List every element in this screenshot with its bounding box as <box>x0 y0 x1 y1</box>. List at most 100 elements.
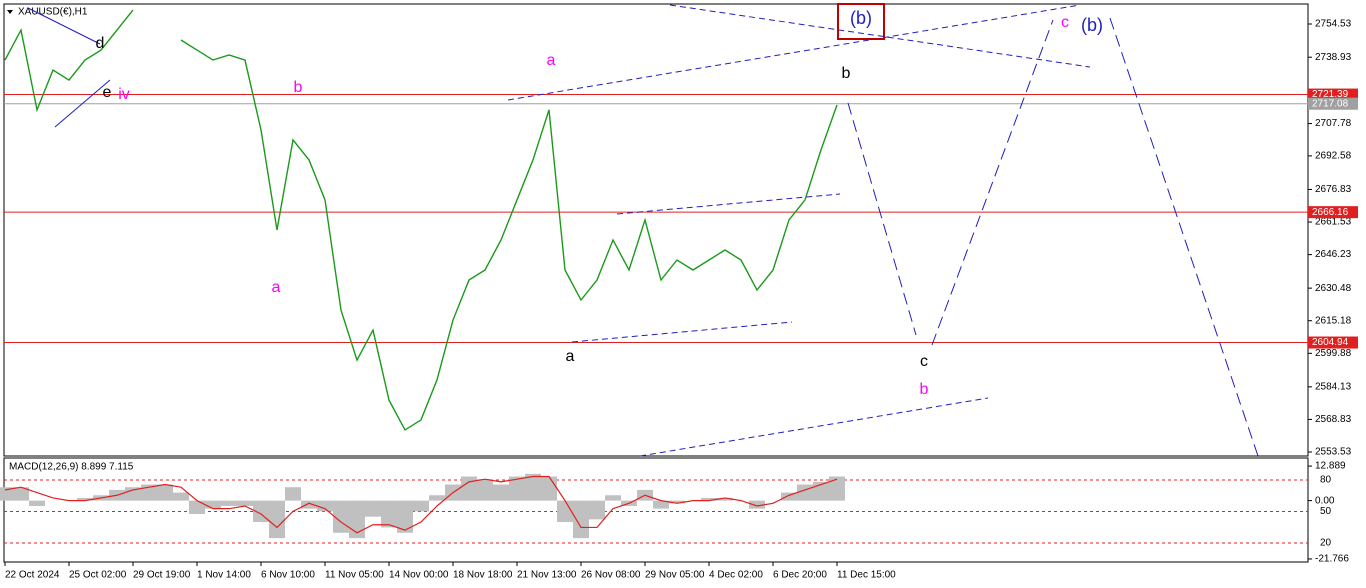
macd-bar <box>397 500 413 533</box>
y-tick-label: 2661.53 <box>1315 217 1352 228</box>
macd-bar <box>573 500 589 539</box>
x-tick-label: 29 Oct 19:00 <box>133 570 191 581</box>
macd-bar <box>813 481 829 501</box>
x-tick-label: 22 Oct 2024 <box>5 570 60 581</box>
y-tick-label: 2738.93 <box>1315 52 1352 63</box>
x-tick-label: 4 Dec 02:00 <box>709 570 763 581</box>
y2-tick-label: 20 <box>1320 538 1332 549</box>
chart-title: XAUUSD(€),H1 <box>18 7 88 18</box>
y2-tick-label: 80 <box>1320 475 1332 486</box>
y-tick-label: 0.00 <box>1315 495 1335 506</box>
wave-label: a <box>272 279 281 296</box>
macd-bar <box>317 500 333 512</box>
macd-bar <box>781 492 797 501</box>
trendlines <box>27 3 1259 457</box>
x-tick-label: 11 Nov 05:00 <box>325 570 384 581</box>
signal-line <box>4 475 838 534</box>
macd-bar <box>221 500 237 506</box>
macd-bar <box>77 497 93 501</box>
macd-bar <box>557 500 573 523</box>
macd-bar <box>13 487 29 501</box>
price-level-box <box>1308 336 1358 349</box>
indicator-title: MACD(12,26,9) 8.899 7.115 <box>9 462 134 473</box>
trendline <box>507 4 1081 101</box>
macd-bar <box>509 476 525 501</box>
macd-bar <box>29 500 45 506</box>
y-tick-label: 2584.13 <box>1315 381 1352 392</box>
macd-bar <box>285 487 301 501</box>
wave-label: c <box>1061 14 1069 31</box>
wave-label: b <box>294 79 303 96</box>
macd-bar <box>477 479 493 501</box>
macd-bar <box>461 476 477 501</box>
macd-bar <box>525 473 541 501</box>
wave-label: a <box>547 52 556 69</box>
wave-path <box>931 19 1054 346</box>
wave-label: c <box>920 353 928 370</box>
wave-label: b <box>920 381 929 398</box>
x-tick-label: 18 Nov 18:00 <box>453 570 513 581</box>
y-tick-label: 2568.83 <box>1315 414 1352 425</box>
macd-bar <box>349 500 365 539</box>
price-frame <box>3 3 1309 457</box>
macd-bar <box>413 500 429 512</box>
macd-bar <box>605 495 621 501</box>
macd-bar <box>237 500 253 506</box>
x-tick-label: 25 Oct 02:00 <box>69 570 127 581</box>
wave-label: d <box>96 35 105 52</box>
trendline <box>639 397 989 457</box>
macd-bar <box>541 476 557 501</box>
y-tick-label: 2553.53 <box>1315 447 1352 458</box>
macd-bar <box>301 500 317 509</box>
wave-path <box>1109 17 1259 457</box>
macd-bar <box>429 495 445 501</box>
y-tick-label: -21.766 <box>1315 554 1349 565</box>
macd-bar <box>173 492 189 501</box>
price-level-box <box>1308 88 1358 101</box>
macd-bar <box>717 497 733 501</box>
macd-bar <box>141 484 157 501</box>
wave-label: (b) <box>850 8 872 28</box>
price-level-label: 2721.39 <box>1312 89 1349 100</box>
price-level-box <box>1308 206 1358 219</box>
macd-bar <box>205 500 221 509</box>
y-tick-label: 2615.18 <box>1315 315 1352 326</box>
y-tick-label: 2599.88 <box>1315 348 1352 359</box>
trendline <box>27 7 101 45</box>
y-tick-label: 2754.53 <box>1315 19 1352 30</box>
macd-bar <box>189 500 205 515</box>
macd-bar <box>669 500 685 504</box>
x-tick-label: 1 Nov 14:00 <box>197 570 251 581</box>
wave-label: b <box>842 65 851 82</box>
trendline <box>54 79 111 128</box>
price-level-label: 2666.16 <box>1312 207 1349 218</box>
highlight-box <box>837 3 885 40</box>
macd-bar <box>0 487 13 501</box>
y-tick-label: 2630.48 <box>1315 283 1352 294</box>
y-tick-label: 2692.58 <box>1315 151 1352 162</box>
x-tick-label: 29 Nov 05:00 <box>645 570 705 581</box>
wave-label: a <box>566 348 575 365</box>
macd-bar <box>829 476 845 501</box>
trendline <box>669 4 1091 68</box>
wave-labels: d e iv b a a a b c b (b) c (b) <box>96 8 1103 398</box>
x-tick-label: 26 Nov 08:00 <box>581 570 641 581</box>
y-tick-label: 2676.83 <box>1315 184 1352 195</box>
x-tick-label: 6 Nov 10:00 <box>261 570 315 581</box>
y-tick-label: 2646.23 <box>1315 249 1352 260</box>
macd-bar <box>157 484 173 501</box>
price-level-label: 2717.08 <box>1312 98 1349 109</box>
wave-label: e <box>103 84 112 101</box>
x-tick-label: 14 Nov 00:00 <box>389 570 449 581</box>
x-tick-label: 6 Dec 20:00 <box>773 570 827 581</box>
macd-bar <box>125 487 141 501</box>
wave-path <box>847 102 917 336</box>
macd-frame <box>3 457 1309 563</box>
macd-bar <box>749 500 765 509</box>
macd-bar <box>381 500 397 528</box>
macd-bar <box>589 500 605 520</box>
price-level-label: 2604.94 <box>1312 337 1349 348</box>
y-tick-label: 12.889 <box>1315 461 1346 472</box>
